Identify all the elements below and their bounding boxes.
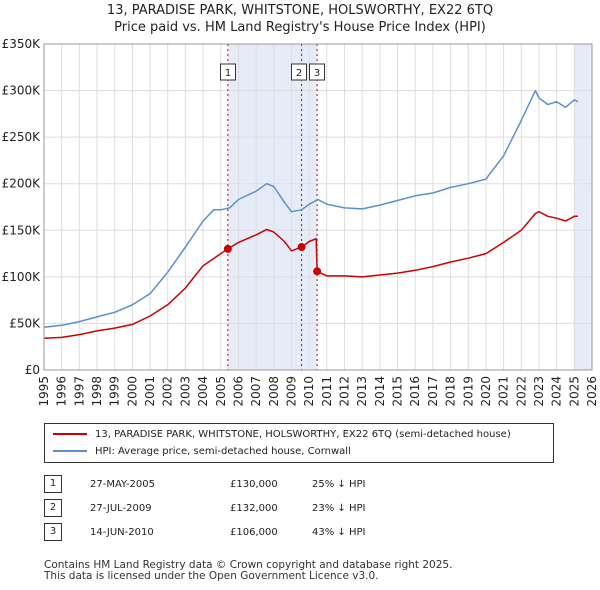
x-tick-label: 2002 [161,376,175,407]
legend-item-property: 13, PARADISE PARK, WHITSTONE, HOLSWORTHY… [53,427,511,443]
footer-licence: This data is licensed under the Open Gov… [44,570,379,582]
legend-label-hpi: HPI: Average price, semi-detached house,… [95,446,351,457]
y-tick-label: £100K [2,270,42,284]
annotation-box [220,63,236,81]
annotation-label: 1 [225,68,231,79]
x-tick-label: 1999 [108,376,122,407]
annotation-box [291,63,307,81]
sales-row: 3 14-JUN-2010 £106,000 43% ↓ HPI [44,520,365,544]
sale-price: £132,000 [230,502,278,514]
legend-label-property: 13, PARADISE PARK, WHITSTONE, HOLSWORTHY… [95,429,511,440]
x-tick-label: 2016 [408,376,422,407]
x-tick-label: 2007 [249,376,263,407]
x-tick-label: 2012 [338,376,352,407]
sale-badge: 3 [44,523,62,541]
x-tick-label: 2015 [391,376,405,407]
x-tick-label: 2021 [497,376,511,407]
sale-hpi-diff: 23% ↓ HPI [312,502,366,514]
x-tick-label: 2024 [550,376,564,407]
annotation-box [309,63,325,81]
x-tick-label: 2013 [355,376,369,407]
x-tick-label: 2010 [302,376,316,407]
sales-table: 1 27-MAY-2005 £130,000 25% ↓ HPI 2 27-JU… [44,472,365,544]
chart-title-line2: Price paid vs. HM Land Registry's House … [114,20,486,35]
legend-item-hpi: HPI: Average price, semi-detached house,… [53,444,351,460]
x-tick-label: 2022 [514,376,528,407]
legend-swatch-hpi [53,450,87,452]
x-tick-label: 2017 [426,376,440,407]
x-tick-label: 2018 [444,376,458,407]
y-tick-label: £250K [2,130,42,144]
shaded-regions [227,44,592,370]
sale-point [297,243,306,252]
sale-date: 14-JUN-2010 [90,526,154,538]
x-tick-label: 2019 [461,376,475,407]
sales-row: 2 27-JUL-2009 £132,000 23% ↓ HPI [44,496,365,520]
x-tick-label: 2020 [479,376,493,407]
footer: Contains HM Land Registry data © Crown c… [44,560,452,582]
y-tick-label: £200K [2,177,42,191]
annotations: 1 2 3 [220,63,325,276]
y-tick-label: £350K [2,37,42,51]
sale-price: £130,000 [230,478,278,490]
x-tick-label: 1998 [90,376,104,407]
property-price-line [43,210,578,340]
sale-markers [227,44,318,370]
y-tick-label: £300K [2,84,42,98]
x-tick-label: 2000 [125,376,139,407]
x-tick-label: 1995 [37,376,51,407]
sale-hpi-diff: 43% ↓ HPI [312,526,366,538]
sale-date: 27-MAY-2005 [90,478,156,490]
x-tick-label: 2025 [567,376,581,407]
x-tick-label: 2001 [143,376,157,407]
x-tick-label: 2008 [267,376,281,407]
x-tick-label: 2006 [231,376,245,407]
sale-badge: 2 [44,499,62,517]
sales-row: 1 27-MAY-2005 £130,000 25% ↓ HPI [44,472,365,496]
x-tick-label: 2004 [196,376,210,407]
sale-hpi-diff: 25% ↓ HPI [312,478,366,490]
hpi-line [43,89,579,328]
shaded-region [574,44,592,370]
chart-title-line1: 13, PARADISE PARK, WHITSTONE, HOLSWORTHY… [106,3,494,18]
x-tick-label: 2023 [532,376,546,407]
footer-copyright: Contains HM Land Registry data © Crown c… [44,559,453,571]
y-tick-label: £0 [25,363,40,377]
x-tick-label: 1997 [72,376,86,407]
y-tick-label: £150K [2,223,42,237]
sale-point [223,244,232,253]
y-tick-label: £50K [9,316,41,330]
x-tick-label: 2011 [320,376,334,407]
axes: £0 £50K £100K £150K £200K £250K £300K £350K 1995… [2,37,599,407]
legend-swatch-property [53,433,87,435]
sale-date: 27-JUL-2009 [90,502,152,514]
shaded-region [227,44,318,370]
x-tick-label: 2009 [284,376,298,407]
legend: 13, PARADISE PARK, WHITSTONE, HOLSWORTHY… [44,423,554,463]
plot-frame [43,43,593,371]
x-tick-label: 2026 [585,376,599,407]
sale-point [313,267,322,276]
price-chart: £0 £50K £100K £150K £200K £250K £300K £350K 1995… [2,37,599,407]
x-tick-label: 1996 [55,376,69,407]
sale-badge: 1 [44,475,62,493]
x-tick-label: 2003 [178,376,192,407]
annotation-label: 3 [314,68,320,79]
sale-price: £106,000 [230,526,278,538]
gridlines [43,43,593,371]
series-lines [43,89,579,340]
annotation-label: 2 [296,68,302,79]
x-tick-label: 2005 [214,376,228,407]
x-tick-label: 2014 [373,376,387,407]
